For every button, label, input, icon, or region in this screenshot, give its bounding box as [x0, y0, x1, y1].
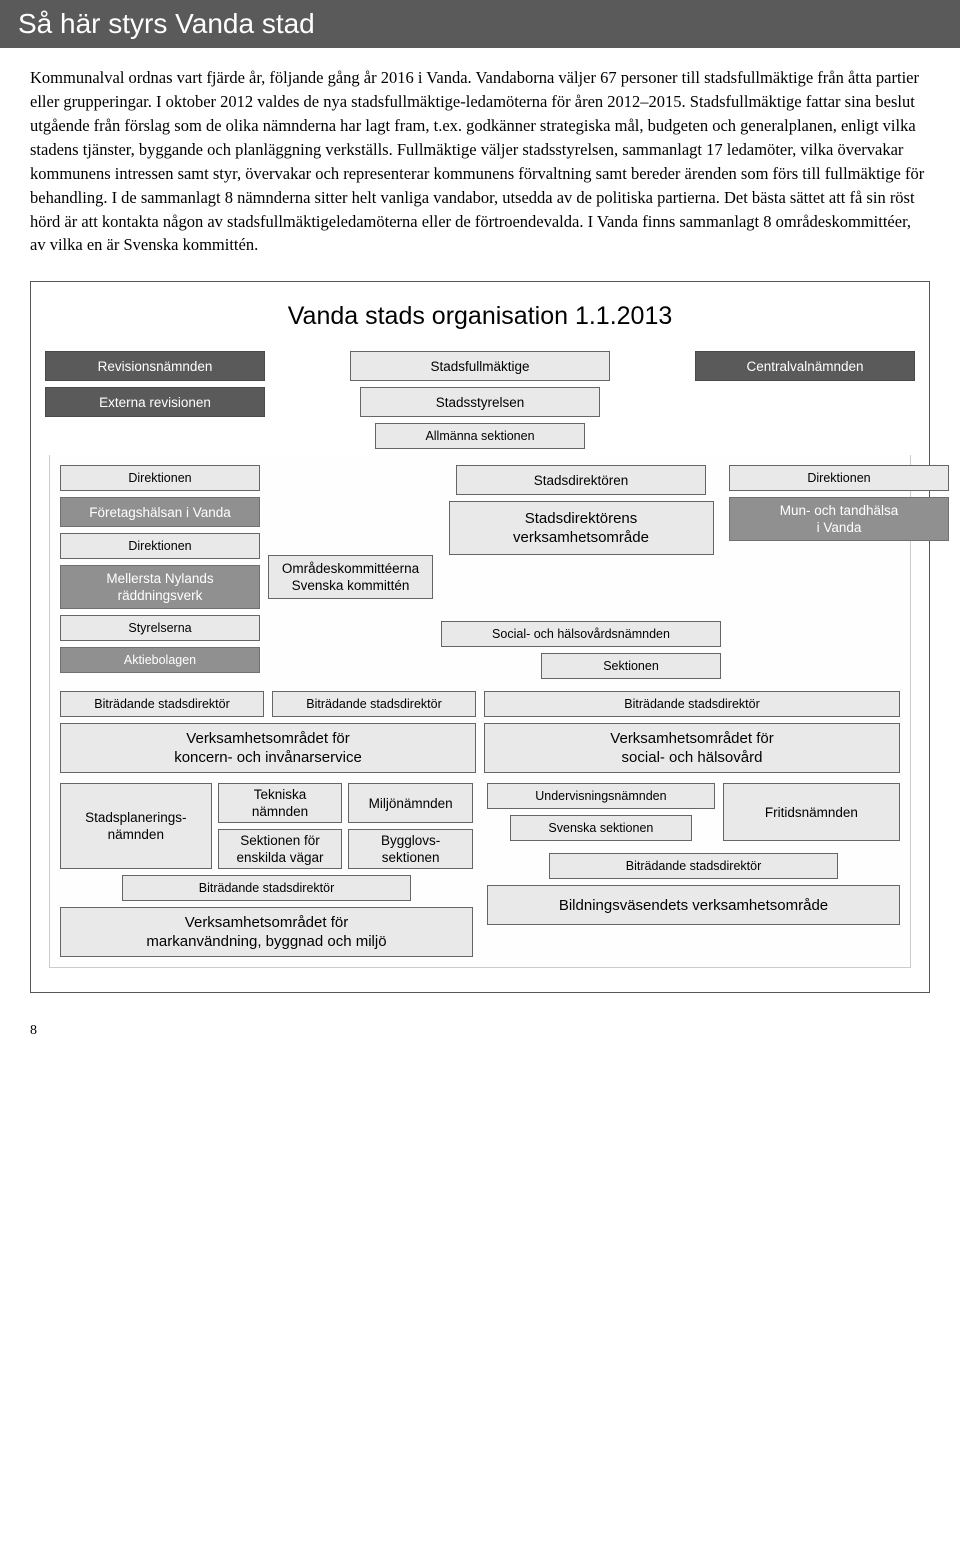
direktionen-1: Direktionen: [60, 465, 260, 491]
allmanna-sektionen-box: Allmänna sektionen: [375, 423, 585, 449]
socialvo-l1: Verksamhetsområdet för: [610, 729, 773, 749]
koncern-vo-box: Verksamhetsområdet för koncern- och invå…: [60, 723, 476, 773]
koncern-l2: koncern- och invånarservice: [174, 748, 362, 768]
sektion-vagar-box: Sektionen för enskilda vägar: [218, 829, 343, 869]
sektionen-box: Sektionen: [541, 653, 721, 679]
revision-box: Revisionsnämnden: [45, 351, 265, 381]
miljonamnden-box: Miljönämnden: [348, 783, 473, 823]
bottom-left-group: Stadsplanerings- nämnden Tekniska nämnde…: [60, 783, 473, 957]
social-vo-box: Verksamhetsområdet för social- och hälso…: [484, 723, 900, 773]
external-revision-box: Externa revisionen: [45, 387, 265, 417]
bottom-row: Stadsplanerings- nämnden Tekniska nämnde…: [60, 783, 900, 957]
centralvalnamnden-box: Centralvalnämnden: [695, 351, 915, 381]
bygglov-box: Bygglovs- sektionen: [348, 829, 473, 869]
kommitte-l1: Områdeskommittéerna: [282, 560, 419, 578]
committee-wrap: Områdeskommittéerna Svenska kommittén: [268, 465, 433, 599]
kommitte-box: Områdeskommittéerna Svenska kommittén: [268, 555, 433, 599]
tekniska-l1: Tekniska: [254, 786, 307, 804]
page-title: Så här styrs Vanda stad: [18, 8, 315, 39]
left-column: Direktionen Företagshälsan i Vanda Direk…: [60, 465, 260, 673]
stadsplanerings-box: Stadsplanerings- nämnden: [60, 783, 212, 869]
bygglov-l1: Bygglovs-: [381, 832, 440, 850]
intro-paragraph: Kommunalval ordnas vart fjärde år, följa…: [30, 66, 930, 257]
mun-l1: Mun- och tandhälsa: [780, 502, 899, 520]
stadsplan-l1: Stadsplanerings-: [85, 809, 186, 827]
socialvo-l2: social- och hälsovård: [622, 748, 763, 768]
mark-vo-l1: Verksamhetsområdet för: [185, 913, 348, 933]
stadsdirektoren-box: Stadsdirektören: [456, 465, 706, 495]
direktor-omrade-l1: Stadsdirektörens: [525, 509, 638, 529]
org-chart-title: Vanda stads organisation 1.1.2013: [45, 302, 915, 331]
page-title-bar: Så här styrs Vanda stad: [0, 0, 960, 48]
mark-vo-l2: markanvändning, byggnad och miljö: [146, 932, 386, 952]
direktionen-right: Direktionen: [729, 465, 949, 491]
undervisnings-box: Undervisningsnämnden: [487, 783, 715, 809]
tekniska-l2: nämnden: [252, 803, 308, 821]
bitradande-1: Biträdande stadsdirektör: [60, 691, 264, 717]
top-row: Revisionsnämnden Externa revisionen Stad…: [45, 351, 915, 449]
raddningsverk-l1: Mellersta Nylands: [106, 570, 213, 588]
stadsstyrelsen-box: Stadsstyrelsen: [360, 387, 600, 417]
stadsfullmaktige-box: Stadsfullmäktige: [350, 351, 610, 381]
social-halsovard-namnd-box: Social- och hälsovårdsnämnden: [441, 621, 721, 647]
bitradande-bottom-left: Biträdande stadsdirektör: [122, 875, 411, 901]
aktiebolagen-box: Aktiebolagen: [60, 647, 260, 673]
raddningsverk-l2: räddningsverk: [118, 587, 203, 605]
fritidsnamnden-box: Fritidsnämnden: [723, 783, 900, 841]
styrelserna-box: Styrelserna: [60, 615, 260, 641]
svenska-sektionen-box: Svenska sektionen: [510, 815, 692, 841]
tekniska-box: Tekniska nämnden: [218, 783, 343, 823]
bottom-right-group: Undervisningsnämnden Svenska sektionen F…: [487, 783, 900, 957]
direktor-omrade-l2: verksamhetsområde: [513, 528, 649, 548]
bitradande-bottom-right: Biträdande stadsdirektör: [549, 853, 838, 879]
sektion-l2: enskilda vägar: [236, 849, 323, 867]
sektion-l1: Sektionen för: [240, 832, 320, 850]
mun-l2: i Vanda: [817, 519, 862, 537]
bygglov-l2: sektionen: [382, 849, 440, 867]
raddningsverk-box: Mellersta Nylands räddningsverk: [60, 565, 260, 609]
center-column: Stadsdirektören Stadsdirektörens verksam…: [441, 465, 721, 679]
markanvandning-vo-box: Verksamhetsområdet för markanvändning, b…: [60, 907, 473, 957]
bracket-container: Direktionen Företagshälsan i Vanda Direk…: [49, 455, 911, 968]
mun-tandhalsa-box: Mun- och tandhälsa i Vanda: [729, 497, 949, 541]
foretagshalsan-box: Företagshälsan i Vanda: [60, 497, 260, 527]
stadsdirektor-omrade-box: Stadsdirektörens verksamhetsområde: [449, 501, 714, 555]
right-column: Direktionen Mun- och tandhälsa i Vanda: [729, 465, 949, 541]
koncern-l1: Verksamhetsområdet för: [186, 729, 349, 749]
kommitte-l2: Svenska kommittén: [292, 577, 410, 595]
org-chart-frame: Vanda stads organisation 1.1.2013 Revisi…: [30, 281, 930, 993]
middle-grid: Direktionen Företagshälsan i Vanda Direk…: [60, 465, 900, 679]
page-number: 8: [30, 1023, 930, 1039]
assist-row: Biträdande stadsdirektör Biträdande stad…: [60, 691, 900, 773]
bildningsvasendet-box: Bildningsväsendets verksamhetsområde: [487, 885, 900, 925]
bitradande-2: Biträdande stadsdirektör: [272, 691, 476, 717]
bitradande-3: Biträdande stadsdirektör: [484, 691, 900, 717]
direktionen-2: Direktionen: [60, 533, 260, 559]
stadsplan-l2: nämnden: [108, 826, 164, 844]
